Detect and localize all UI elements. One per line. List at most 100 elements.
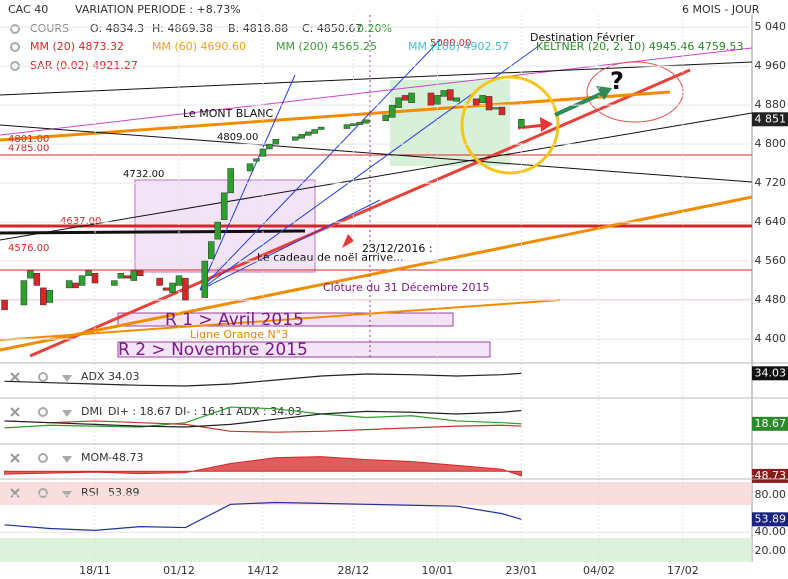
trend-line <box>0 90 671 142</box>
annotation: R 1 > Avril 2015 <box>165 310 304 330</box>
annotation: Le cadeau de noël arrive... <box>257 251 404 264</box>
gear-icon <box>38 372 48 382</box>
gear-icon <box>10 24 20 34</box>
candle <box>124 275 131 279</box>
candle <box>311 129 318 134</box>
legend-entry: SAR (0.02) 4921.27 <box>30 59 138 72</box>
candle <box>485 96 493 111</box>
annotation: ? <box>610 67 624 95</box>
candle <box>447 89 454 101</box>
y-tick-label: 4 880 <box>755 98 787 111</box>
legend-entry: H: 4869.38 <box>152 22 213 35</box>
y-tick-label: 4 400 <box>755 332 787 345</box>
candle <box>304 131 312 136</box>
candle <box>46 290 54 303</box>
candle <box>20 280 28 306</box>
oversold-zone <box>0 538 752 562</box>
close-icon[interactable] <box>10 488 20 498</box>
line <box>4 409 522 428</box>
annotation: Clôture du 31 Décembre 2015 <box>323 281 490 294</box>
arrowhead <box>342 234 354 248</box>
y-tick-label: 80.00 <box>755 488 787 501</box>
arrowhead <box>596 86 612 100</box>
legend-entry: COURS <box>30 22 69 35</box>
candle <box>72 282 79 289</box>
r2-box <box>117 341 491 358</box>
candle <box>253 158 260 162</box>
legend-entry: MM (20) 4873.32 <box>30 40 124 53</box>
y-tick-label: 4 800 <box>755 137 787 150</box>
candle <box>408 92 415 103</box>
candle <box>162 287 170 291</box>
panel-value: 53.89 <box>108 486 140 499</box>
y-tick-label: 20.00 <box>755 544 787 557</box>
fan-line <box>199 39 441 291</box>
candle <box>388 104 396 118</box>
level-line <box>0 229 306 235</box>
y-tick-label: 4 640 <box>755 215 787 228</box>
price-tag-bg <box>752 416 788 431</box>
candle <box>111 280 118 286</box>
legend-entry: MM (60) 4690.60 <box>152 40 246 53</box>
annotation: 4809.00 <box>217 132 258 143</box>
candle <box>214 221 221 240</box>
y-tick-label: 40.00 <box>755 525 787 538</box>
annotation: 4732.00 <box>123 169 164 180</box>
candle <box>440 90 448 97</box>
candle <box>356 121 364 125</box>
move-icon <box>62 410 72 417</box>
price-tag-bg <box>752 112 788 127</box>
gear-icon <box>38 488 48 498</box>
y-tick-label: 4 480 <box>755 293 787 306</box>
candle <box>85 270 92 276</box>
annotation: 5000.00 <box>430 38 471 49</box>
candle <box>395 97 402 108</box>
candle <box>169 282 176 294</box>
y-tick-label: 4 960 <box>755 59 787 72</box>
trend-line <box>0 124 753 183</box>
x-tick-label: 28/12 <box>338 564 370 577</box>
trend-line <box>0 61 753 96</box>
candle <box>518 119 525 128</box>
panel-value: -48.73 <box>108 451 143 464</box>
candle <box>401 95 409 101</box>
candle <box>182 277 189 301</box>
move-icon <box>62 456 72 463</box>
candle <box>317 126 325 130</box>
candle <box>40 287 47 306</box>
x-tick-label: 04/02 <box>583 564 615 577</box>
period[interactable]: 6 MOIS - JOUR <box>682 3 760 16</box>
gear-icon <box>38 407 48 417</box>
legend-entry: C: 4850.67 <box>302 22 362 35</box>
candle <box>208 241 215 259</box>
move-icon <box>62 491 72 498</box>
price-tag: 53.89 <box>755 512 787 525</box>
trend-line <box>0 112 753 241</box>
arrowhead <box>540 117 553 132</box>
candle <box>259 148 267 157</box>
candle <box>272 139 280 145</box>
candle <box>201 260 209 298</box>
close-icon[interactable] <box>10 372 20 382</box>
line <box>4 420 522 433</box>
candle <box>266 143 273 150</box>
legend-entry: 0.20% <box>357 22 392 35</box>
candle <box>136 270 144 276</box>
y-tick-label: 5 040 <box>755 20 787 33</box>
line <box>4 501 522 531</box>
candle <box>498 106 506 116</box>
close-icon[interactable] <box>10 453 20 463</box>
candle <box>1 299 8 311</box>
legend-entry: MM (100) 4902.57 <box>408 40 509 53</box>
close-icon[interactable] <box>10 407 20 417</box>
annotation: Ligne Orange N°3 <box>190 328 288 341</box>
legend-entry: O: 4834.3 <box>90 22 144 35</box>
highlight-circle <box>460 75 560 175</box>
price-tag: 4 851 <box>755 112 787 125</box>
candle <box>78 275 86 286</box>
candle <box>117 273 125 279</box>
level-label: 4637.00 <box>60 216 101 227</box>
candle <box>350 123 357 126</box>
overbought-zone <box>0 482 752 505</box>
